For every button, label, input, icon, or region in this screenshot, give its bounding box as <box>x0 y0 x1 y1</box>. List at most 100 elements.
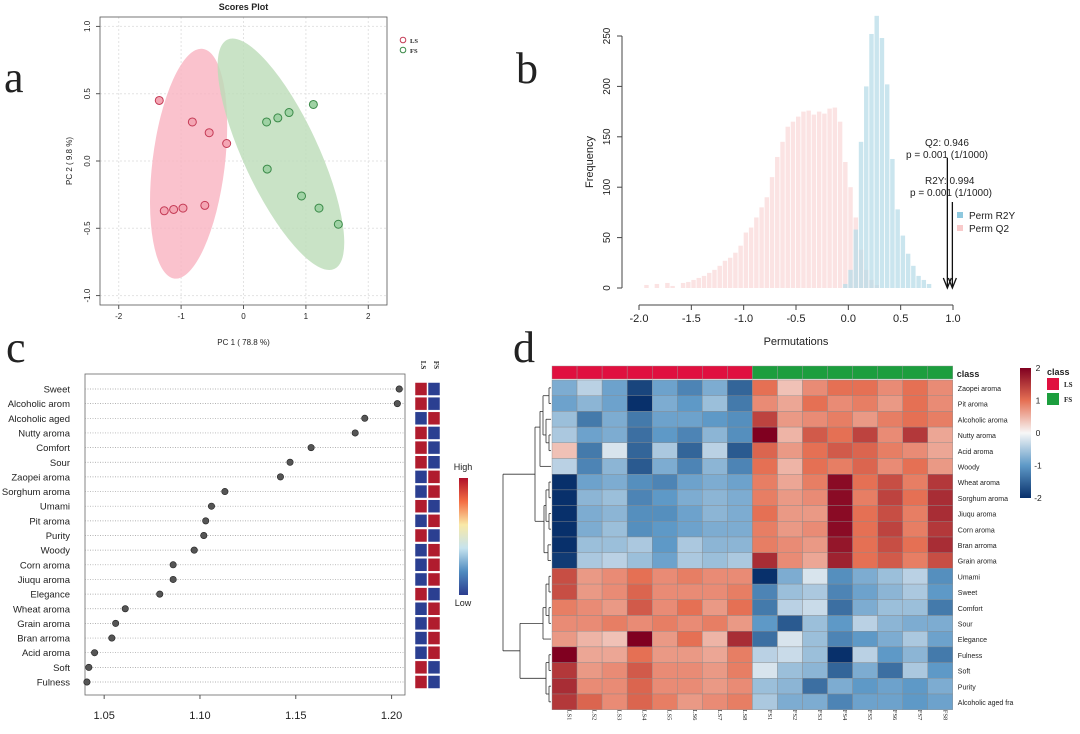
y-tick-label: 150 <box>602 128 613 145</box>
class-bar-cell-FS <box>802 365 828 380</box>
heatmap-cell <box>626 631 653 648</box>
heatmap-cell <box>551 474 578 491</box>
heatmap-cell <box>902 568 928 585</box>
x-tick-label: 1 <box>304 312 309 321</box>
heatmap-cell <box>727 599 753 616</box>
group-cell-ls <box>414 455 428 469</box>
plot-frame <box>84 373 406 696</box>
histogram-bar-perm-r2y <box>869 33 874 288</box>
group-cell-ls <box>414 396 428 411</box>
heatmap-cell <box>752 521 778 538</box>
heatmap-cell <box>652 631 678 648</box>
histogram-bar-perm-q2 <box>822 113 827 288</box>
histogram-bar-perm-q2 <box>759 207 764 288</box>
heatmap-cell <box>576 395 603 412</box>
heatmap-cell <box>927 521 953 538</box>
group-cell-fs <box>427 660 441 675</box>
heatmap-cell <box>802 583 828 600</box>
column-label: FS2 <box>791 710 798 720</box>
data-point-LS <box>187 117 197 127</box>
heatmap-cell <box>802 521 828 538</box>
histogram-bar-perm-q2 <box>691 279 696 288</box>
group-cell-fs <box>427 440 441 455</box>
heatmap-cell <box>677 426 703 444</box>
heatmap-cell <box>752 615 778 632</box>
heatmap-cell <box>601 536 628 553</box>
permutation-histogram-panel: -2.0 -1.5 -1.0 -0.5 0.0 0.5 1.0 0 50 100 150 200 250… <box>584 15 1015 348</box>
histogram-bar-perm-q2 <box>816 111 822 288</box>
group-cell-ls <box>414 440 428 455</box>
data-point-LS <box>200 200 210 210</box>
heatmap-cell <box>652 646 678 663</box>
group-cell-ls <box>414 645 428 660</box>
heatmap-cell <box>777 379 803 396</box>
heatmap-cell <box>827 599 853 616</box>
heatmap-cell <box>877 489 903 506</box>
group-cell-fs <box>427 616 441 631</box>
heatmap-cell <box>576 379 603 396</box>
heatmap-cell <box>752 552 778 569</box>
group-cell-fs <box>427 645 441 660</box>
heatmap-cell <box>652 678 678 695</box>
feature-label: Zaopei aroma <box>11 472 70 483</box>
heatmap-cell <box>852 583 878 600</box>
heatmap-cell <box>877 583 903 600</box>
heatmap-cell <box>752 583 778 600</box>
data-point-FS <box>273 113 283 123</box>
heatmap-cell <box>877 521 903 538</box>
heatmap-cell <box>902 505 928 522</box>
heatmap-scale-tick: -2 <box>1034 493 1042 503</box>
heatmap-cell <box>551 615 578 632</box>
feature-label: Alcoholic aged <box>8 414 70 425</box>
y-tick-label: 250 <box>602 27 613 44</box>
class-legend-swatch-LS <box>1047 378 1059 390</box>
row-label: Sour <box>958 622 973 629</box>
heatmap-cell <box>852 489 878 506</box>
heatmap-cell <box>652 411 678 428</box>
histogram-bar-perm-q2 <box>848 187 853 288</box>
heatmap-cell <box>727 536 753 553</box>
heatmap-cell <box>752 474 778 491</box>
heatmap-cell <box>827 536 853 553</box>
heatmap-cell <box>702 474 728 491</box>
heatmap-cell <box>752 489 778 506</box>
heatmap-cell <box>576 568 603 585</box>
heatmap-cell <box>752 379 778 396</box>
heatmap-cell <box>902 521 928 538</box>
heatmap-cell <box>852 693 878 710</box>
row-label: Zaopei aroma <box>958 386 1001 393</box>
histogram-bar-perm-r2y <box>890 158 895 288</box>
heatmap-cell <box>777 521 803 538</box>
column-label: FS3 <box>816 710 823 720</box>
heatmap-cell <box>551 662 578 679</box>
r2y-p-annotation: p = 0.001 (1/1000) <box>910 188 992 199</box>
class-bar-cell-LS <box>576 365 603 380</box>
group-cell-fs <box>427 411 441 426</box>
row-label: Alcoholic aged fra <box>958 700 1014 707</box>
row-label: Alcoholic aroma <box>958 417 1008 424</box>
y-axis-label: PC 2 ( 9.8 %) <box>65 137 74 185</box>
histogram-bar-perm-q2 <box>785 126 790 288</box>
vip-dot <box>169 575 177 583</box>
heatmap-cell <box>852 458 878 475</box>
heatmap-cell <box>601 599 628 616</box>
group-cell-fs <box>427 382 441 396</box>
class-bar-cell-FS <box>927 365 953 380</box>
heatmap-cell <box>752 693 778 710</box>
histogram-bar-perm-r2y <box>848 269 853 288</box>
group-cell-fs <box>427 675 441 689</box>
heatmap-cell <box>727 583 753 600</box>
heatmap-cell <box>677 599 703 616</box>
heatmap-cell <box>927 646 953 663</box>
y-tick-label: 0.0 <box>83 155 92 167</box>
heatmap-cell <box>877 678 903 695</box>
heatmap-cell <box>727 474 753 491</box>
heatmap-cell <box>902 583 928 600</box>
legend-label-perm-q2: Perm Q2 <box>969 224 1009 235</box>
heatmap-cell <box>752 646 778 663</box>
heatmap-cell <box>827 411 853 428</box>
heatmap-cell <box>927 536 953 553</box>
heatmap-cell <box>626 395 653 412</box>
vip-dot <box>207 502 215 510</box>
r2y-annotation: R2Y: 0.994 <box>925 176 975 187</box>
